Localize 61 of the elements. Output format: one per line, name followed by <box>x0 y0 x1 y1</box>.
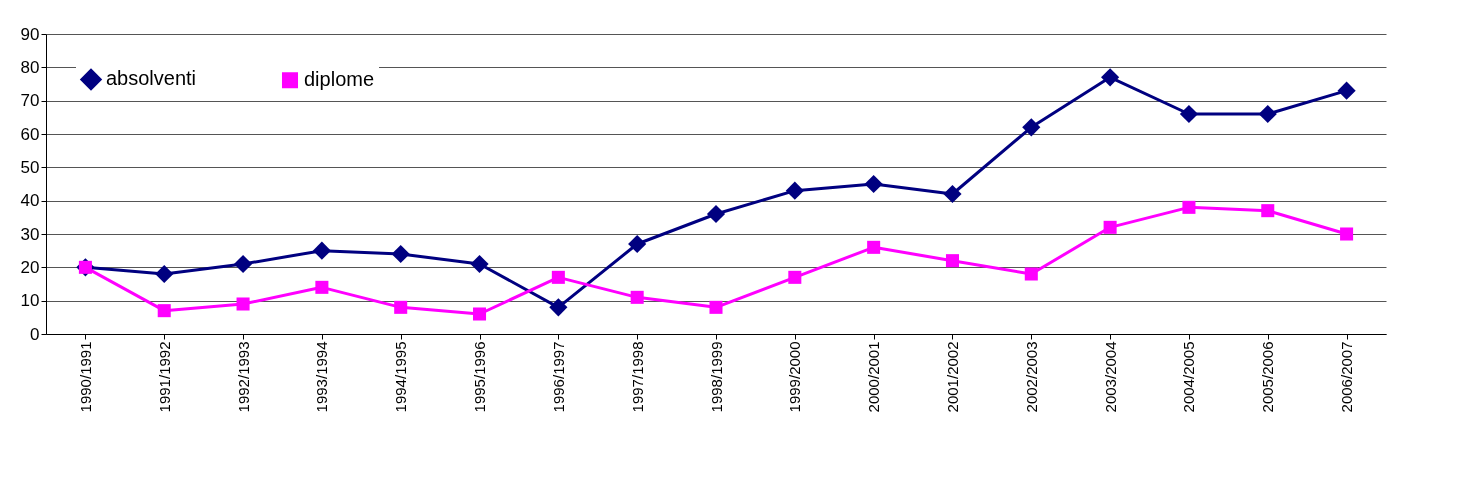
point <box>312 241 331 260</box>
x-tick-label: 1992/1993 <box>234 341 252 413</box>
x-tick-label: 1990/1991 <box>76 341 94 413</box>
y-tick-label: 20 <box>20 257 40 277</box>
y-tick-label: 80 <box>20 57 40 77</box>
point <box>470 254 489 274</box>
point <box>1340 227 1354 241</box>
point <box>391 244 410 264</box>
x-tick-label: 1997/1998 <box>628 341 646 413</box>
point <box>549 298 568 317</box>
point <box>1022 118 1041 137</box>
x-tick-label: 1996/1997 <box>549 341 567 413</box>
x-tick-label: 1999/2000 <box>786 341 804 413</box>
y-tick-label: 0 <box>30 324 40 344</box>
point <box>155 264 174 284</box>
y-tick-label: 70 <box>20 91 40 111</box>
point <box>551 270 565 284</box>
y-tick-label: 10 <box>20 291 40 311</box>
x-tick-label: 1993/1994 <box>313 341 331 413</box>
x-tick-label: 1995/1996 <box>471 341 489 413</box>
x-tick-label: 2001/2002 <box>943 341 961 413</box>
y-tick-label: 50 <box>20 157 40 177</box>
point <box>1182 200 1196 214</box>
y-tick-label: 90 <box>20 24 40 44</box>
x-tick-label: 2005/2006 <box>1259 341 1277 413</box>
point <box>706 204 726 224</box>
y-tick-label: 40 <box>20 191 40 211</box>
point <box>864 174 883 194</box>
point <box>473 307 487 321</box>
point <box>788 270 802 284</box>
x-tick-label: 1994/1995 <box>392 341 410 413</box>
point <box>1024 267 1038 281</box>
point <box>945 254 959 268</box>
point <box>867 240 881 254</box>
point <box>709 300 723 314</box>
x-tick-label: 2006/2007 <box>1338 341 1356 413</box>
x-tick-label: 1998/1999 <box>707 341 725 413</box>
point <box>1101 68 1120 87</box>
point <box>1337 81 1356 100</box>
point <box>315 280 329 294</box>
point <box>1103 220 1117 234</box>
x-tick-label: 2000/2001 <box>865 341 883 413</box>
point <box>394 300 408 314</box>
point <box>943 184 962 204</box>
point <box>236 297 250 311</box>
legend-label: diplome <box>304 68 375 91</box>
y-tick-label: 60 <box>20 124 40 144</box>
point <box>785 181 804 200</box>
x-tick-label: 2002/2003 <box>1022 341 1040 413</box>
x-tick-label: 2003/2004 <box>1101 341 1119 413</box>
point <box>233 254 253 274</box>
point <box>628 234 647 254</box>
legend-label: absolventi <box>106 67 197 90</box>
x-tick-label: 1991/1992 <box>155 341 173 413</box>
x-tick-label: 2004/2005 <box>1180 341 1198 413</box>
point <box>157 304 171 318</box>
point <box>1261 204 1275 218</box>
y-tick-label: 30 <box>20 224 40 244</box>
point <box>630 290 644 304</box>
point <box>1258 104 1277 124</box>
point <box>1179 104 1199 124</box>
